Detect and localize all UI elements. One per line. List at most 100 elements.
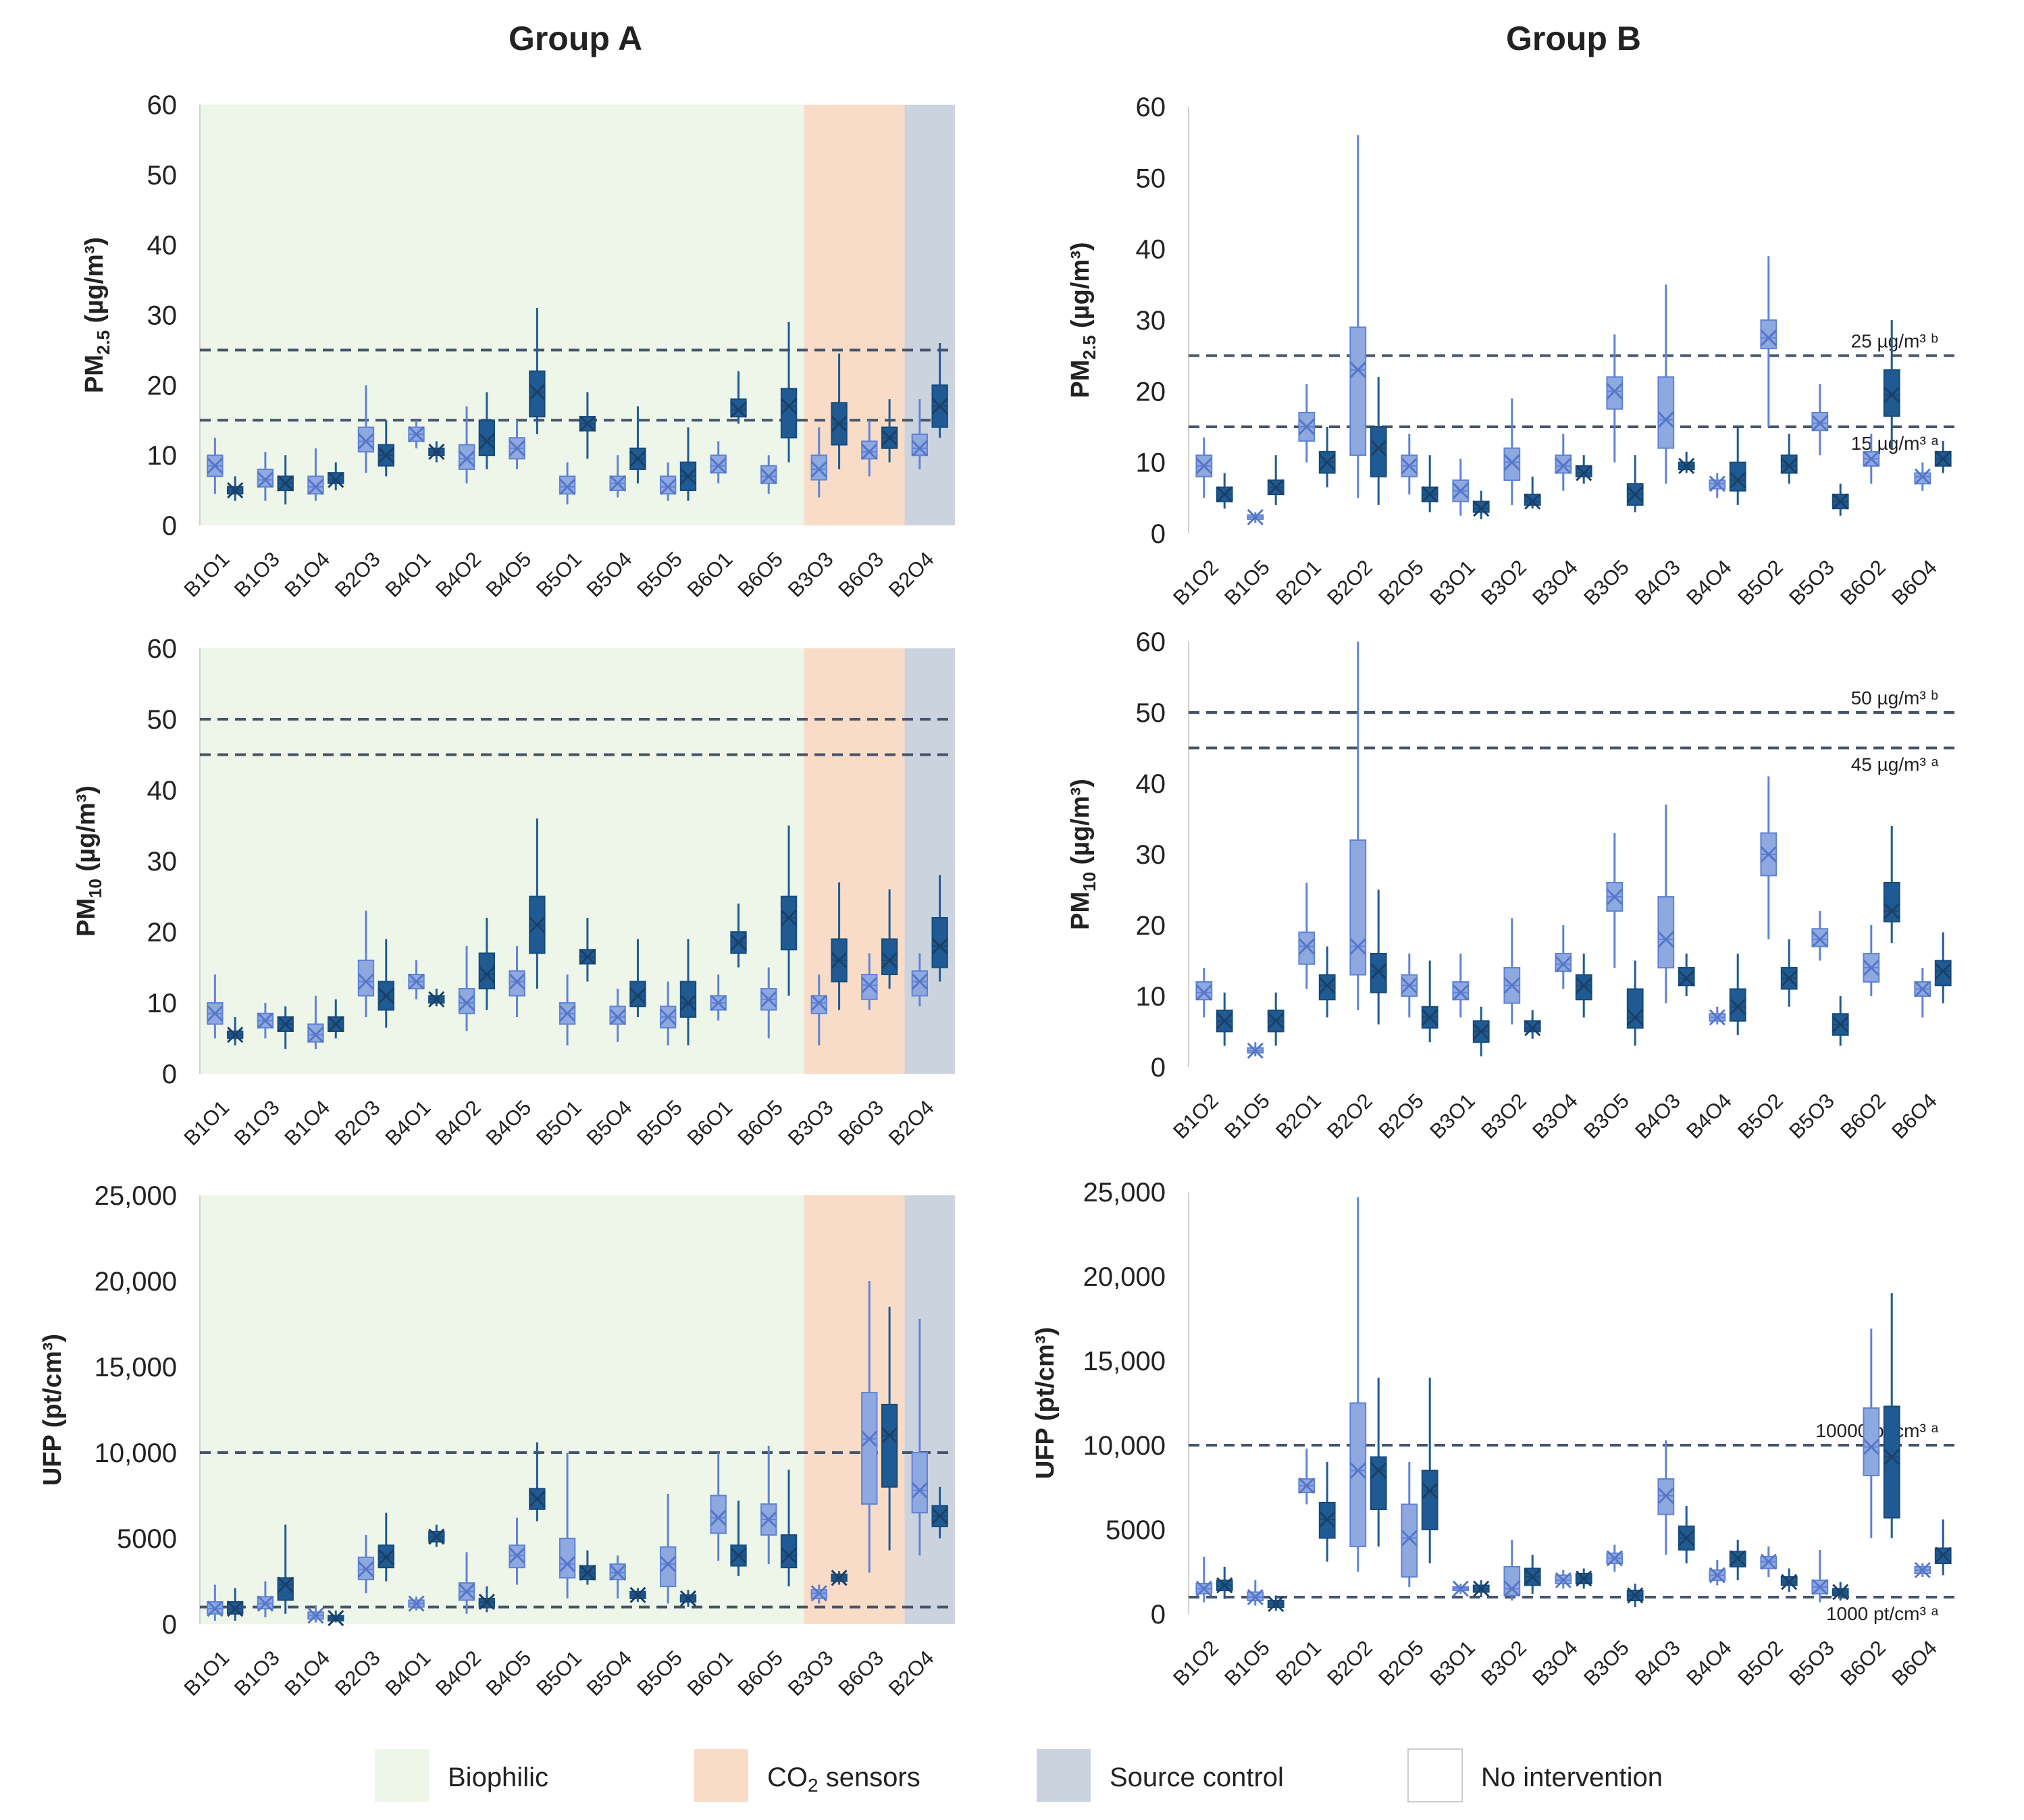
- threshold-label: 25 µg/m³ ᵇ: [1851, 331, 1938, 352]
- mean-marker: [881, 430, 898, 446]
- mean-marker: [1709, 475, 1725, 492]
- category-label: B4O5: [482, 1646, 536, 1700]
- mean-marker: [478, 433, 495, 450]
- y-tick-label: 0: [162, 511, 177, 541]
- category-label: B5O4: [582, 547, 637, 602]
- box-post: [1883, 826, 1900, 943]
- mean-marker: [1503, 977, 1520, 994]
- mean-marker: [277, 475, 294, 492]
- box-pre: [1349, 642, 1367, 1010]
- box-post: [1216, 473, 1233, 509]
- category-label: B6O4: [1887, 1636, 1942, 1690]
- mean-marker: [1268, 479, 1285, 496]
- category-label: B6O2: [1836, 555, 1890, 610]
- mean-marker: [931, 1507, 948, 1525]
- y-tick-label: 10,000: [1083, 1431, 1166, 1461]
- y-axis-title: UFP (pt/cm³): [1031, 1327, 1060, 1479]
- box-post: [1780, 939, 1798, 1007]
- box-post: [1216, 992, 1233, 1046]
- mean-marker: [1863, 450, 1879, 467]
- category-label: B1O2: [1168, 1636, 1223, 1690]
- box-pre: [307, 1605, 324, 1624]
- box-pre: [1349, 135, 1367, 498]
- mean-marker: [1473, 1580, 1490, 1597]
- category-label: B2O3: [330, 1095, 385, 1150]
- mean-marker: [559, 1005, 576, 1022]
- group-b-title: Group B: [1506, 20, 1641, 57]
- box-pre: [1657, 284, 1675, 484]
- category-label: B6O4: [1887, 555, 1942, 610]
- iqr-box: [357, 960, 375, 997]
- y-tick-label: 40: [147, 776, 178, 806]
- box-post: [1524, 1555, 1541, 1594]
- box-post: [881, 1307, 898, 1551]
- y-tick-label: 20: [147, 918, 178, 947]
- mean-marker: [1422, 486, 1438, 503]
- box-pre: [1709, 1560, 1726, 1586]
- box-pre: [760, 967, 777, 1039]
- mean-marker: [1473, 500, 1490, 517]
- iqr-box: [277, 1577, 294, 1601]
- category-label: B2O5: [1374, 1089, 1428, 1143]
- mean-marker: [1576, 1570, 1592, 1587]
- mean-marker: [579, 415, 596, 432]
- iqr-box: [861, 1392, 878, 1505]
- box-pre: [1914, 462, 1931, 491]
- box-post: [1575, 1568, 1592, 1589]
- iqr-box: [1349, 839, 1367, 976]
- box-pre: [307, 995, 324, 1049]
- box-post: [428, 1524, 445, 1547]
- mean-marker: [1760, 1553, 1777, 1570]
- box-post: [780, 825, 798, 996]
- category-label: B4O1: [381, 1646, 436, 1700]
- box-post: [1883, 1293, 1900, 1538]
- box-post: [1524, 476, 1541, 510]
- y-axis-title: PM10 (µg/m³): [72, 785, 105, 937]
- mean-marker: [1884, 386, 1900, 403]
- category-label: B6O1: [683, 547, 737, 602]
- box-post: [1318, 946, 1336, 1018]
- y-tick-label: 15,000: [1083, 1347, 1166, 1376]
- iqr-box: [1421, 1470, 1438, 1530]
- mean-marker: [559, 1556, 576, 1573]
- category-label: B5O2: [1733, 1636, 1788, 1690]
- box-pre: [1195, 968, 1213, 1018]
- category-label: B3O1: [1425, 555, 1480, 610]
- mean-marker: [1401, 1530, 1418, 1546]
- mean-marker: [529, 916, 546, 933]
- mean-marker: [1524, 1568, 1541, 1586]
- category-label: B1O2: [1168, 555, 1223, 610]
- category-label: B4O3: [1630, 1089, 1685, 1143]
- box-post: [277, 1006, 294, 1049]
- box-post: [1421, 960, 1438, 1043]
- box-pre: [559, 462, 576, 504]
- box-pre: [810, 1584, 827, 1604]
- box-post: [629, 939, 646, 1017]
- mean-marker: [609, 1564, 626, 1581]
- box-post: [226, 1588, 244, 1621]
- box-pre: [1452, 954, 1470, 1018]
- box-pre: [1555, 925, 1572, 989]
- mean-marker: [1709, 1009, 1725, 1026]
- category-label: B4O1: [381, 547, 436, 602]
- box-pre: [1606, 1544, 1624, 1572]
- mean-marker: [931, 937, 948, 955]
- mean-marker: [1524, 1020, 1541, 1037]
- mean-marker: [831, 415, 848, 432]
- mean-marker: [660, 1008, 677, 1026]
- legend-item: Source control: [1037, 1749, 1284, 1802]
- box-post: [831, 353, 848, 469]
- y-tick-label: 0: [1151, 1053, 1166, 1083]
- mean-marker: [710, 994, 727, 1012]
- category-label: B2O1: [1271, 555, 1326, 610]
- category-label: B4O5: [482, 1095, 536, 1150]
- mean-marker: [780, 1547, 798, 1564]
- mean-marker: [1555, 457, 1572, 474]
- mean-marker: [911, 1482, 928, 1499]
- legend-swatch: [1037, 1749, 1091, 1802]
- box-post: [529, 308, 546, 435]
- box-post: [1370, 377, 1387, 505]
- category-label: B2O2: [1322, 555, 1377, 610]
- box-post: [579, 918, 596, 982]
